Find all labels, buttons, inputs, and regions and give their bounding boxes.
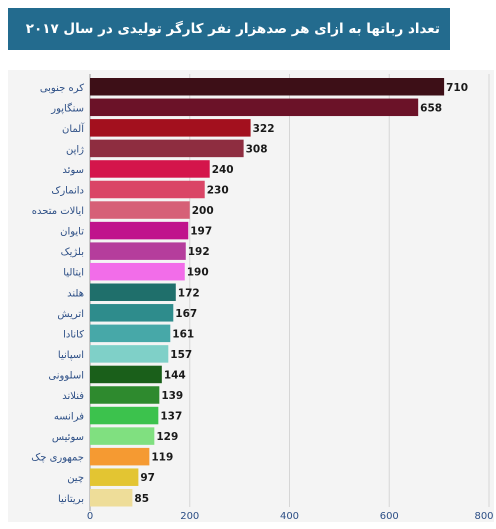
x-tick-label: 0 — [87, 511, 93, 522]
category-label: اسلوونی — [48, 370, 84, 381]
category-label: ایالات متحده — [32, 206, 84, 217]
value-label: 322 — [253, 123, 275, 135]
bar — [90, 242, 186, 260]
category-label: بریتانیا — [58, 494, 84, 505]
category-label: کره جنوبی — [40, 83, 84, 94]
chart-title: تعداد رباتها به ازای هر صدهزار نفر کارگر… — [25, 21, 440, 37]
value-label: 230 — [207, 185, 229, 197]
value-label: 308 — [246, 143, 268, 155]
bar — [90, 365, 162, 384]
value-label: 161 — [172, 328, 194, 340]
bar — [90, 427, 155, 445]
bar — [90, 119, 251, 137]
bar — [90, 406, 159, 425]
category-label: تایوان — [60, 227, 84, 238]
value-label: 240 — [212, 164, 234, 176]
value-label: 139 — [161, 390, 183, 402]
chart-panel: کره جنوبی 710 سنگاپور 658 آلمان 322 ژاپن 308 سوئ… — [8, 70, 494, 522]
value-label: 144 — [164, 369, 186, 381]
category-label: سوئیس — [52, 432, 84, 443]
bar — [90, 283, 176, 301]
category-label: دانمارک — [51, 186, 84, 197]
bar — [90, 160, 210, 178]
category-label: جمهوری چک — [31, 453, 84, 464]
category-label: اتریش — [57, 309, 84, 320]
category-label: ایتالیا — [63, 268, 84, 279]
bar — [90, 345, 169, 363]
bar — [90, 447, 150, 466]
bar-chart: کره جنوبی 710 سنگاپور 658 آلمان 322 ژاپن 308 سوئ… — [31, 74, 494, 522]
category-label: ژاپن — [66, 144, 84, 155]
category-label: آلمان — [62, 122, 85, 135]
value-label: 97 — [140, 472, 155, 484]
value-label: 157 — [170, 349, 192, 361]
category-label: سنگاپور — [50, 102, 84, 114]
category-label: سوئد — [62, 165, 84, 176]
category-label: بلژیک — [61, 247, 84, 258]
category-label: فنلاند — [62, 391, 84, 402]
value-label: 710 — [446, 82, 468, 94]
bar — [90, 139, 244, 158]
bar — [90, 180, 205, 199]
value-label: 200 — [192, 205, 214, 217]
x-tick-label: 600 — [380, 511, 399, 522]
category-label: فرانسه — [54, 412, 84, 423]
value-label: 119 — [151, 452, 173, 464]
value-label: 192 — [188, 246, 210, 258]
bar — [90, 201, 190, 219]
value-label: 167 — [175, 308, 197, 320]
category-label: اسپانیا — [58, 350, 84, 361]
bar — [90, 324, 171, 343]
bar — [90, 221, 189, 240]
value-label: 172 — [178, 287, 200, 299]
bar — [90, 262, 185, 281]
x-tick-label: 400 — [280, 511, 299, 522]
value-label: 129 — [156, 431, 178, 443]
bar — [90, 386, 160, 404]
bar — [90, 468, 139, 486]
value-label: 658 — [420, 102, 442, 114]
bar — [90, 489, 133, 507]
bar — [90, 304, 174, 322]
value-label: 137 — [160, 411, 182, 423]
category-label: کانادا — [63, 329, 84, 340]
value-label: 190 — [187, 267, 209, 279]
x-tick-label: 200 — [180, 511, 199, 522]
bar — [90, 78, 445, 96]
category-label: چین — [67, 473, 84, 484]
value-label: 85 — [134, 493, 149, 505]
bar — [90, 98, 419, 117]
x-tick-label: 800 — [474, 511, 493, 522]
value-label: 197 — [190, 226, 212, 238]
category-label: هلند — [67, 288, 84, 299]
chart-title-banner: تعداد رباتها به ازای هر صدهزار نفر کارگر… — [8, 8, 450, 50]
